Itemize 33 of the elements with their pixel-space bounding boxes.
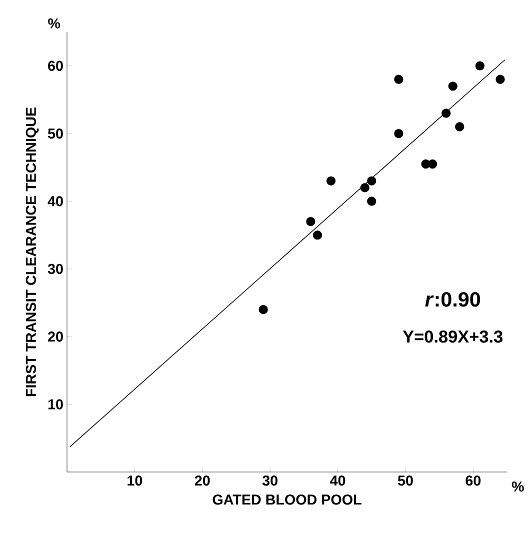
point <box>312 230 322 240</box>
point <box>326 176 336 186</box>
point <box>394 128 404 138</box>
y-tick-label: 10 <box>48 399 63 410</box>
y-tick-label: 30 <box>48 264 63 274</box>
point <box>428 159 438 169</box>
point <box>496 74 505 84</box>
point <box>394 74 404 84</box>
x-tick-label: 60 <box>466 476 481 486</box>
point <box>442 108 451 118</box>
x-tick-label: 30 <box>262 476 278 486</box>
y-tick-label: 60 <box>48 60 63 71</box>
point <box>448 82 458 91</box>
point <box>306 216 316 226</box>
x-tick-label: 50 <box>398 476 413 486</box>
text: % <box>48 18 60 28</box>
x-tick-label: 40 <box>330 476 346 486</box>
x-tick-label: 20 <box>194 476 210 486</box>
point <box>360 183 370 192</box>
x-axis-title: GATED BLOOD POOL <box>212 494 362 505</box>
point <box>258 304 268 314</box>
y-axis-title: FIRST TRANSIT CLEARANCE TECHNIQUE <box>26 108 39 396</box>
point <box>475 61 485 70</box>
annotation: Y=0.89X+3.3 <box>402 330 502 343</box>
annotation: r:0.90 <box>425 292 480 307</box>
point <box>367 196 376 206</box>
y-tick-label: 50 <box>48 128 63 139</box>
point <box>455 122 464 132</box>
text: % <box>512 481 524 492</box>
y-tick-label: 20 <box>48 332 63 342</box>
x-tick-label: 10 <box>128 476 142 486</box>
point <box>367 176 376 186</box>
y-tick-label: 40 <box>48 196 63 206</box>
